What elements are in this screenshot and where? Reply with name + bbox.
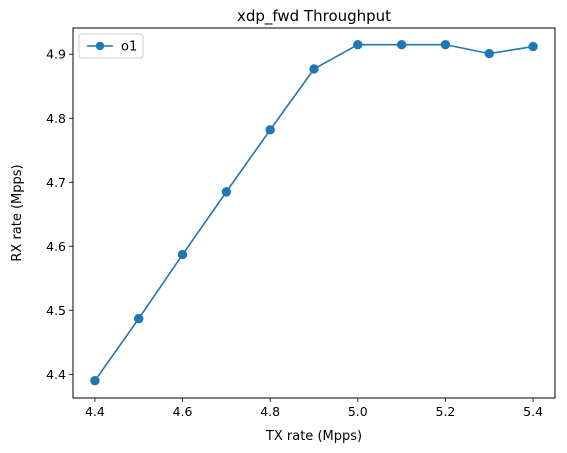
x-axis: 4.4 4.6 4.8 5.0 5.2 5.4 (85, 398, 543, 419)
plot-frame (72, 27, 556, 399)
data-point (440, 39, 451, 50)
x-tick-label: 5.0 (348, 404, 368, 419)
y-tick-label: 4.5 (46, 303, 66, 318)
legend: o1 (78, 33, 144, 59)
data-point (353, 39, 363, 50)
y-tick-label: 4.4 (46, 367, 66, 382)
data-point (309, 64, 319, 74)
x-tick-label: 5.4 (523, 404, 543, 419)
data-point (90, 376, 100, 386)
y-tick-label: 4.7 (46, 175, 66, 190)
data-point (177, 249, 188, 260)
data-point (528, 41, 538, 52)
plot-area (90, 39, 538, 386)
x-axis-label: TX rate (Mpps) (265, 429, 362, 444)
data-point (134, 313, 144, 324)
x-tick-label: 4.6 (173, 404, 193, 419)
legend-marker (95, 41, 105, 51)
x-tick-label: 4.4 (85, 404, 105, 419)
data-point (484, 48, 494, 59)
data-point (265, 125, 275, 135)
y-tick-label: 4.9 (46, 47, 66, 62)
data-point (221, 187, 232, 197)
x-tick-label: 5.2 (436, 404, 456, 419)
chart-title: xdp_fwd Throughput (237, 7, 391, 26)
y-tick-label: 4.8 (46, 111, 66, 126)
x-tick-label: 4.8 (260, 404, 280, 419)
y-axis: 4.4 4.5 4.6 4.7 4.8 4.9 (46, 47, 73, 382)
y-tick-label: 4.6 (46, 239, 66, 254)
y-axis-label: RX rate (Mpps) (10, 164, 25, 261)
data-point (396, 39, 407, 50)
legend-label: o1 (121, 40, 137, 55)
